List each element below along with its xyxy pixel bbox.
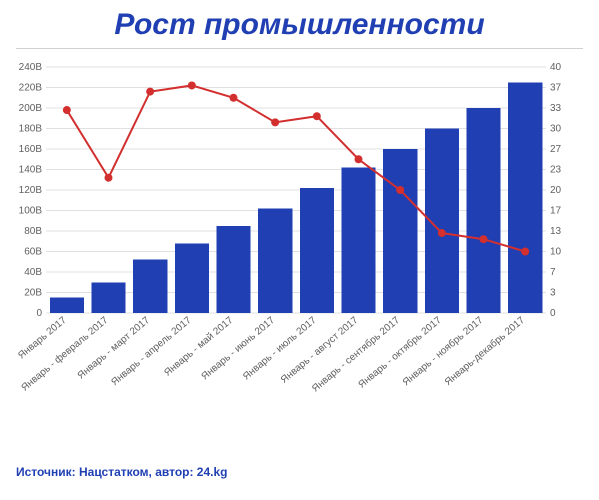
x-axis-label: Январь - апрель 2017 (109, 315, 194, 389)
left-axis-tick-label: 160B (19, 144, 43, 155)
right-axis-tick-label: 7 (550, 267, 556, 278)
left-axis-tick-label: 120B (19, 185, 43, 196)
left-axis-tick-label: 80B (24, 226, 42, 237)
right-axis-tick-label: 37 (550, 83, 562, 94)
x-axis-label: Январь - июнь 2017 (200, 315, 278, 383)
line-marker (396, 186, 404, 194)
chart-source: Источник: Нацстатком, автор: 24.kg (16, 465, 583, 479)
bar (466, 108, 500, 313)
line-marker (355, 155, 363, 163)
line-marker (521, 248, 529, 256)
right-axis-tick-label: 10 (550, 247, 562, 258)
bar (216, 226, 250, 313)
x-axis-label: Январь-декабрь 2017 (442, 314, 527, 388)
line-marker (271, 118, 279, 126)
line-marker (146, 88, 154, 96)
right-axis-tick-label: 33 (550, 103, 562, 114)
chart-svg: 0 20B 40B 60B 80B 100B 120B 140B 160B 180B 200B 220… (8, 61, 591, 461)
right-axis-tick-label: 23 (550, 165, 562, 176)
x-axis-label: Январь - ноябрь 2017 (400, 314, 486, 389)
left-axis-tick-label: 40B (24, 267, 42, 278)
page-title: Рост промышленности (0, 8, 599, 42)
line-marker (480, 235, 488, 243)
industrial-growth-chart: 0 20B 40B 60B 80B 100B 120B 140B 160B 180B 200B 220… (8, 61, 591, 461)
x-axis-label: Январь - март 2017 (76, 315, 153, 382)
left-axis-tick-label: 180B (19, 124, 43, 135)
x-axis-label: Январь - август 2017 (279, 315, 361, 386)
left-axis-tick-label: 200B (19, 103, 43, 114)
left-axis-tick-label: 60B (24, 247, 42, 258)
left-axis-tick-label: 0 (36, 308, 42, 319)
left-axis-tick-label: 220B (19, 83, 43, 94)
right-axis-tick-label: 27 (550, 144, 562, 155)
bar (508, 82, 542, 313)
line-marker (188, 81, 196, 89)
right-axis-tick-label: 13 (550, 226, 562, 237)
bar (300, 188, 334, 313)
source-text: Нацстатком, автор: 24.kg (79, 465, 228, 479)
bar (133, 260, 167, 313)
title-divider (16, 48, 583, 49)
left-axis-tick-label: 20B (24, 288, 42, 299)
bar (50, 298, 84, 313)
x-axis-label: Январь - май 2017 (162, 315, 235, 379)
bar (383, 149, 417, 313)
bar (175, 243, 209, 313)
right-axis-tick-label: 0 (550, 308, 556, 319)
line-marker (313, 112, 321, 120)
right-axis-tick-label: 30 (550, 124, 562, 135)
source-prefix: Источник: (16, 465, 79, 479)
x-axis-label: Январь - июль 2017 (241, 315, 319, 383)
right-axis-tick-label: 17 (550, 206, 562, 217)
line-marker (230, 94, 238, 102)
left-axis-tick-label: 100B (19, 206, 43, 217)
bar (91, 282, 125, 313)
right-axis-tick-label: 3 (550, 288, 556, 299)
right-axis-tick-label: 40 (550, 62, 562, 73)
line-marker (63, 106, 71, 114)
left-axis-tick-label: 240B (19, 62, 43, 73)
bar (341, 167, 375, 313)
x-axis-label: Январь - октябрь 2017 (356, 314, 444, 391)
line-marker (105, 174, 113, 182)
left-axis-tick-label: 140B (19, 165, 43, 176)
bar (258, 208, 292, 313)
line-marker (438, 229, 446, 237)
right-axis-tick-label: 20 (550, 185, 562, 196)
